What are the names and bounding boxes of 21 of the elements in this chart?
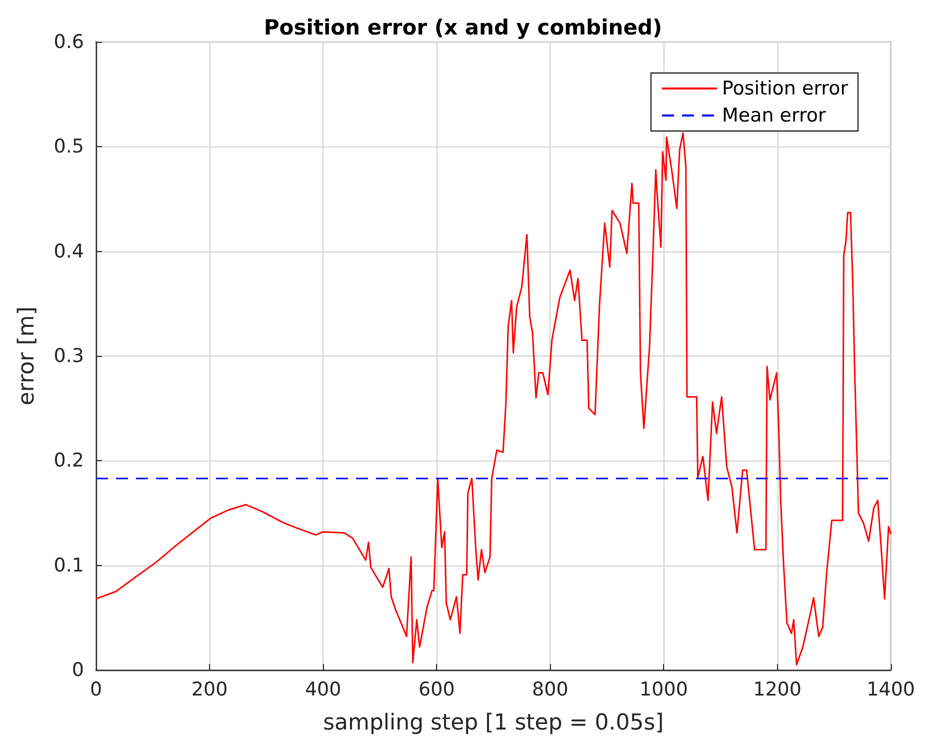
x-tick-label: 400 xyxy=(304,678,342,700)
line-series xyxy=(95,132,892,666)
chart-title: Position error (x and y combined) xyxy=(264,16,662,40)
x-tick-label: 600 xyxy=(418,678,455,700)
y-tick-label: 0.4 xyxy=(54,240,84,262)
y-tick-label: 0.3 xyxy=(54,345,84,367)
x-axis-title: sampling step [1 step = 0.05s] xyxy=(323,710,664,736)
x-tick-label: 200 xyxy=(191,678,228,700)
x-tick-label: 800 xyxy=(532,678,568,700)
x-tick-label: 1200 xyxy=(753,678,802,700)
y-tick-label: 0.5 xyxy=(54,136,84,158)
x-tick-label: 1000 xyxy=(640,678,688,700)
y-tick-label: 0 xyxy=(72,659,84,681)
y-tick-label: 0.6 xyxy=(54,31,84,53)
x-tick-label: 0 xyxy=(90,678,102,700)
y-tick-label: 0.1 xyxy=(54,554,84,576)
legend-label: Mean error xyxy=(722,104,826,126)
legend-label: Position error xyxy=(722,78,848,100)
y-tick-label: 0.2 xyxy=(54,450,84,472)
x-tick-label: 1400 xyxy=(866,678,916,700)
y-axis-title: error [m] xyxy=(14,306,40,406)
